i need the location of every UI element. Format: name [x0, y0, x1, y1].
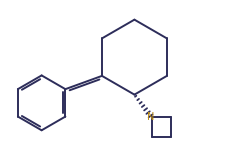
Text: N: N — [147, 112, 154, 122]
